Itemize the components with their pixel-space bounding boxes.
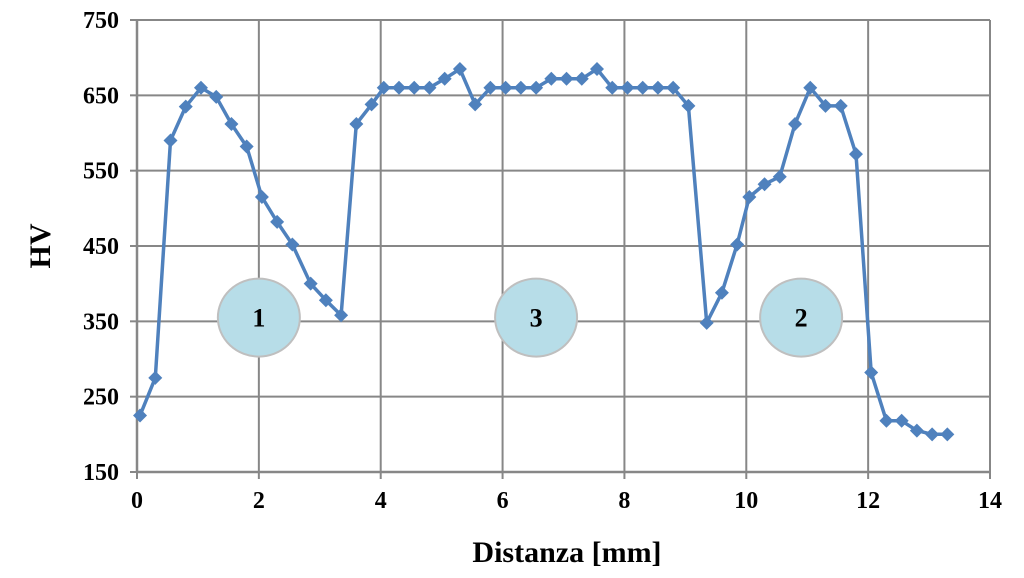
data-point-marker [468,97,483,112]
data-point-marker [529,80,544,95]
data-point-marker [590,61,605,76]
data-point-marker [254,190,269,205]
data-point-marker [714,285,729,300]
x-tick-label: 8 [618,488,630,514]
y-tick-label: 750 [83,8,119,34]
data-point-marker [879,413,894,428]
data-point-marker [364,97,379,112]
data-point-marker [209,89,224,104]
data-point-marker [650,80,665,95]
data-point-marker [605,80,620,95]
x-tick-label: 14 [978,488,1002,514]
data-point-marker [742,190,757,205]
axes [130,19,991,479]
y-tick-label: 150 [83,460,119,486]
data-point-marker [193,80,208,95]
zone-circle [216,277,301,358]
data-point-marker [498,80,513,95]
data-point-marker [559,71,574,86]
data-point-marker [544,71,559,86]
data-point-marker [788,116,803,131]
data-point-marker [818,98,833,113]
x-tick-label: 4 [375,488,387,514]
data-point-marker [376,80,391,95]
x-tick-label: 6 [497,488,509,514]
data-point-marker [349,116,364,131]
series-line [138,67,948,437]
data-point-marker [620,80,635,95]
zone-label: 2 [795,304,808,333]
data-point-marker [163,133,178,148]
zone-circle [759,277,844,358]
data-point-marker [422,80,437,95]
data-point-marker [483,80,498,95]
data-markers [133,61,955,442]
zone-circle [494,277,579,358]
data-point-marker [285,237,300,252]
x-tick-label: 12 [856,488,880,514]
data-point-marker [239,139,254,154]
data-point-marker [318,293,333,308]
x-axis-title: Distanza [mm] [472,536,661,569]
series-line-group [138,67,948,437]
data-point-marker [848,147,863,162]
data-point-marker [437,71,452,86]
data-point-marker [730,237,745,252]
data-point-marker [833,98,848,113]
data-point-marker [224,116,239,131]
data-point-marker [925,427,940,442]
data-point-marker [391,80,406,95]
data-point-marker [940,427,955,442]
data-point-marker [894,413,909,428]
y-tick-label: 650 [83,83,119,109]
x-tick-label: 0 [131,488,143,514]
data-point-marker [178,99,193,114]
y-tick-label: 550 [83,159,119,185]
data-point-marker [772,169,787,184]
data-point-marker [681,98,696,113]
data-point-marker [148,370,163,385]
data-point-marker [334,308,349,323]
data-point-marker [864,365,879,380]
data-point-marker [666,80,681,95]
y-tick-label: 250 [83,385,119,411]
data-point-marker [513,80,528,95]
zone-label: 1 [252,304,265,333]
data-point-marker [699,315,714,330]
data-point-marker [407,80,422,95]
data-point-marker [574,71,589,86]
zone-labels: 1 3 2 [216,277,844,358]
zone-label: 3 [530,304,543,333]
data-point-marker [452,61,467,76]
data-point-marker [133,408,148,423]
x-tick-label: 2 [253,488,265,514]
data-point-marker [270,214,285,229]
y-tick-label: 450 [83,234,119,260]
x-tick-label: 10 [734,488,758,514]
data-point-marker [803,80,818,95]
y-axis-title: HV [24,223,57,268]
data-point-marker [757,177,772,192]
data-point-marker [303,276,318,291]
data-point-marker [909,423,924,438]
data-point-marker [635,80,650,95]
y-tick-label: 350 [83,309,119,335]
